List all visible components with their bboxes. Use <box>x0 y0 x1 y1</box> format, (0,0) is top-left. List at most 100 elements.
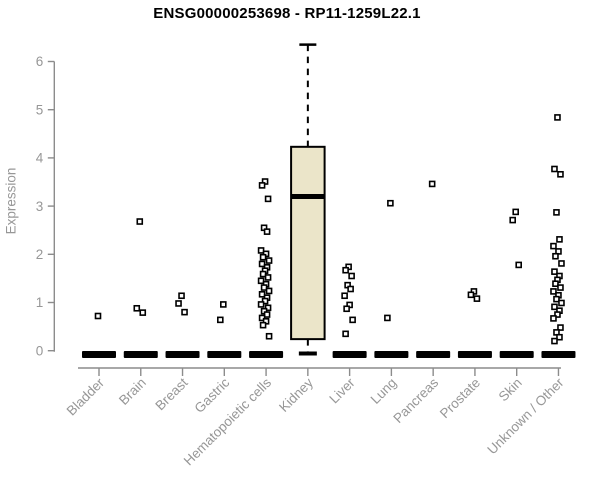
category-group-gastric <box>207 301 242 358</box>
data-point <box>347 285 354 293</box>
x-tick-label-bladder: Bladder <box>64 375 108 419</box>
data-point <box>265 287 273 295</box>
data-point <box>258 182 266 189</box>
y-tick-label: 3 <box>36 199 44 214</box>
data-point <box>557 170 564 178</box>
data-point <box>553 295 560 303</box>
data-point <box>349 316 356 324</box>
zero-expression-cluster-bar <box>249 351 284 358</box>
y-tick-label: 1 <box>36 295 44 310</box>
data-point <box>342 330 349 338</box>
category-group-prostate <box>457 288 492 358</box>
x-tick-label-skin: Skin <box>496 375 525 404</box>
data-point <box>550 315 557 322</box>
data-point <box>512 208 520 216</box>
data-point <box>263 311 271 318</box>
data-point <box>557 324 564 331</box>
data-point <box>258 291 266 298</box>
x-tick-label-kidney: Kidney <box>276 375 316 415</box>
y-axis: 0 1 2 3 4 5 6 <box>36 54 55 358</box>
data-point <box>257 301 265 308</box>
category-group-kidney <box>290 43 326 356</box>
zero-expression-cluster-bar <box>499 351 534 358</box>
data-point <box>558 260 565 267</box>
data-point <box>558 299 565 307</box>
data-point <box>259 270 267 278</box>
data-point <box>551 268 558 275</box>
data-point <box>136 218 144 225</box>
data-point <box>341 292 348 300</box>
data-point <box>554 311 561 318</box>
data-point <box>556 236 563 243</box>
data-point <box>259 321 267 329</box>
x-tick-label-pancreas: Pancreas <box>390 375 441 426</box>
data-point <box>259 253 267 261</box>
y-tick-label: 4 <box>36 151 44 166</box>
zero-expression-cluster-bar <box>457 351 492 358</box>
x-tick-label-gastric: Gastric <box>192 375 233 416</box>
data-point <box>551 337 558 345</box>
data-point <box>139 309 147 316</box>
category-group-liver <box>332 263 367 358</box>
data-point <box>551 303 558 311</box>
x-tick-label-liver: Liver <box>326 375 358 407</box>
data-point <box>133 304 141 312</box>
zero-expression-cluster-bar <box>165 351 200 358</box>
x-tick-label-brain: Brain <box>116 375 149 408</box>
data-point <box>265 257 273 264</box>
data-point <box>264 195 272 203</box>
data-point <box>557 284 564 291</box>
data-point <box>217 316 224 324</box>
zero-expression-cluster-bar <box>207 351 242 358</box>
data-point <box>265 332 273 340</box>
zero-expression-cluster-bar <box>123 351 158 358</box>
category-group-skin <box>499 208 534 358</box>
data-point <box>552 252 559 260</box>
data-point <box>553 209 560 216</box>
data-point <box>261 297 269 305</box>
y-tick-label: 5 <box>36 102 44 117</box>
data-point <box>467 291 475 299</box>
data-point <box>552 280 559 288</box>
zero-expression-cluster-bar <box>541 351 576 358</box>
category-group-bladder <box>82 312 116 358</box>
data-point <box>428 180 436 188</box>
data-point <box>473 295 481 302</box>
data-point <box>554 114 561 121</box>
data-point <box>264 274 272 281</box>
category-group-unknown-other <box>541 114 576 358</box>
data-point <box>257 277 265 285</box>
data-point <box>342 266 349 274</box>
box-iqr <box>290 145 326 341</box>
x-tick-label-prostate: Prostate <box>437 375 483 421</box>
data-point <box>343 305 350 313</box>
data-point <box>550 288 557 295</box>
data-point <box>178 292 185 300</box>
y-tick-label: 6 <box>36 54 44 69</box>
data-point <box>260 284 268 291</box>
data-point <box>258 260 266 268</box>
data-point <box>220 301 227 308</box>
x-tick-label-unknown-other: Unknown / Other <box>484 375 567 458</box>
category-group-pancreas <box>416 180 451 358</box>
data-point <box>387 199 394 207</box>
category-group-lung <box>374 199 409 358</box>
x-tick-label-lung: Lung <box>368 375 400 407</box>
data-point <box>94 312 102 320</box>
data-point <box>551 165 558 173</box>
data-point <box>509 216 517 224</box>
data-point <box>348 272 355 280</box>
data-point <box>257 247 265 254</box>
data-point <box>258 314 266 322</box>
y-tick-label: 0 <box>36 343 44 358</box>
zero-expression-cluster-bar <box>332 351 367 358</box>
data-point <box>263 228 271 235</box>
data-point <box>556 333 563 341</box>
chart-title: ENSG00000253698 - RP11-1259L22.1 <box>153 5 421 22</box>
data-point <box>175 300 182 307</box>
data-point <box>550 242 557 250</box>
data-point <box>384 314 391 322</box>
